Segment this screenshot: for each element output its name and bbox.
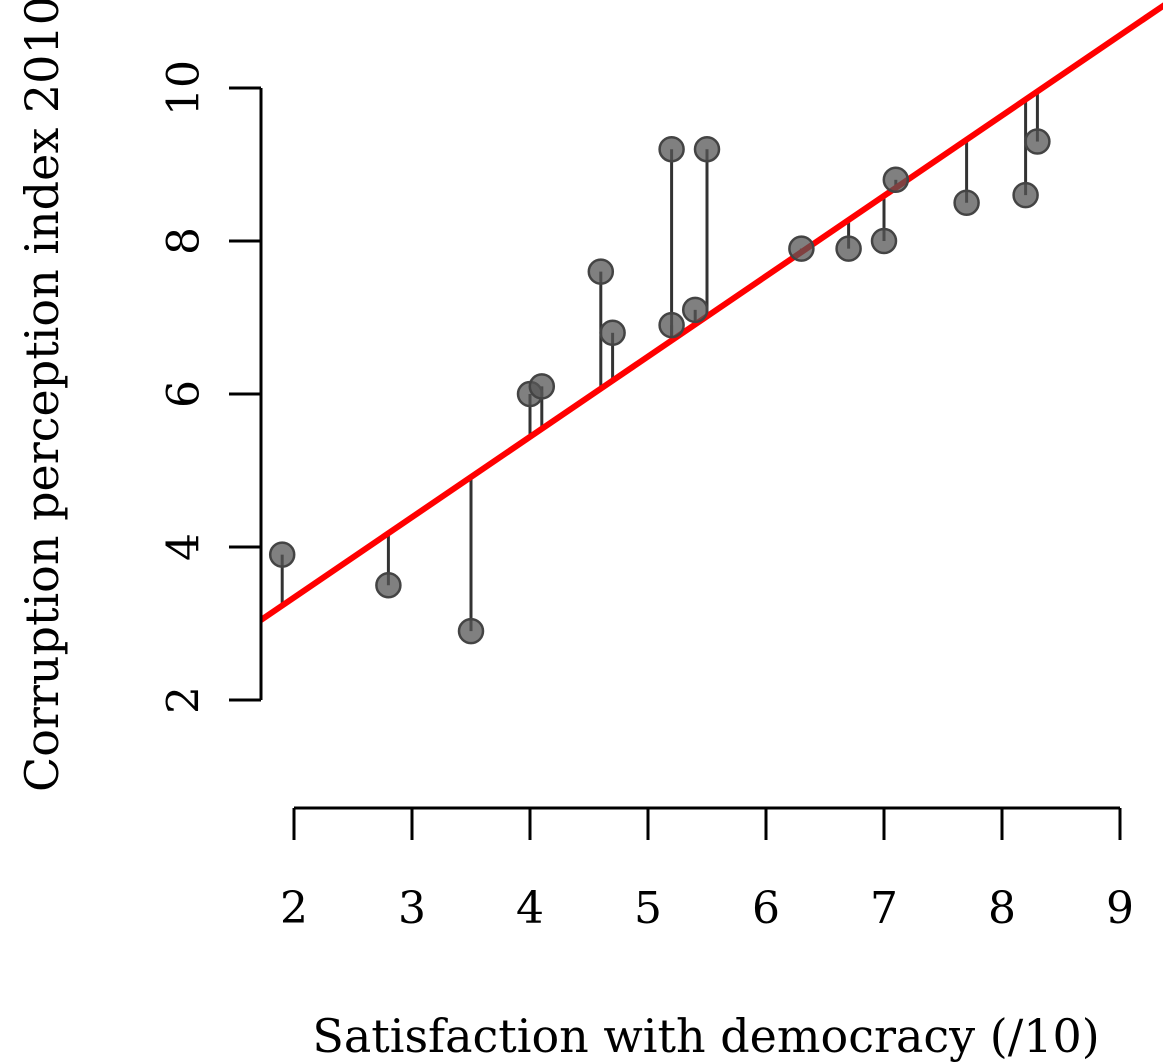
data-point-6 bbox=[599, 319, 626, 347]
data-point-4 bbox=[528, 373, 556, 400]
y-tick-label-2: 6 bbox=[159, 380, 210, 408]
y-axis-title: Corruption perception index 2010 bbox=[15, 0, 69, 792]
data-point-12 bbox=[835, 235, 862, 262]
data-point-1 bbox=[375, 572, 402, 599]
residual-lines bbox=[280, 91, 1039, 632]
data-point-0 bbox=[268, 541, 296, 568]
regression-line-group bbox=[261, 2, 1163, 624]
data-point-11 bbox=[788, 235, 815, 262]
x-axis: 2 3 4 5 6 7 8 9 bbox=[280, 806, 1134, 934]
y-tick-label-4: 10 bbox=[159, 60, 210, 116]
data-point-5 bbox=[587, 258, 615, 285]
regression-line bbox=[261, 2, 1163, 624]
data-point-7 bbox=[658, 135, 685, 163]
y-tick-label-3: 8 bbox=[159, 227, 210, 255]
x-tick-label-2: 4 bbox=[516, 883, 544, 934]
y-axis: 2 4 6 8 10 bbox=[159, 60, 263, 714]
data-point-9 bbox=[681, 296, 709, 324]
data-point-17 bbox=[1024, 128, 1051, 155]
x-tick-label-7: 9 bbox=[1106, 883, 1134, 934]
data-point-14 bbox=[882, 166, 910, 194]
y-tick-label-0: 2 bbox=[159, 686, 210, 714]
data-point-10 bbox=[693, 135, 721, 163]
x-tick-label-6: 8 bbox=[988, 883, 1016, 934]
x-tick-label-1: 3 bbox=[398, 883, 426, 934]
data-point-16 bbox=[1012, 181, 1039, 209]
x-tick-label-0: 2 bbox=[280, 883, 308, 934]
x-tick-label-3: 5 bbox=[634, 883, 662, 934]
data-point-15 bbox=[953, 189, 980, 216]
x-tick-label-5: 7 bbox=[870, 883, 898, 934]
data-points bbox=[268, 128, 1051, 645]
data-point-13 bbox=[870, 227, 898, 255]
data-point-2 bbox=[457, 617, 485, 645]
y-tick-label-1: 4 bbox=[159, 533, 210, 561]
x-tick-label-4: 6 bbox=[752, 883, 780, 934]
x-axis-title: Satisfaction with democracy (/10) bbox=[312, 1009, 1099, 1063]
data-point-8 bbox=[658, 311, 685, 339]
